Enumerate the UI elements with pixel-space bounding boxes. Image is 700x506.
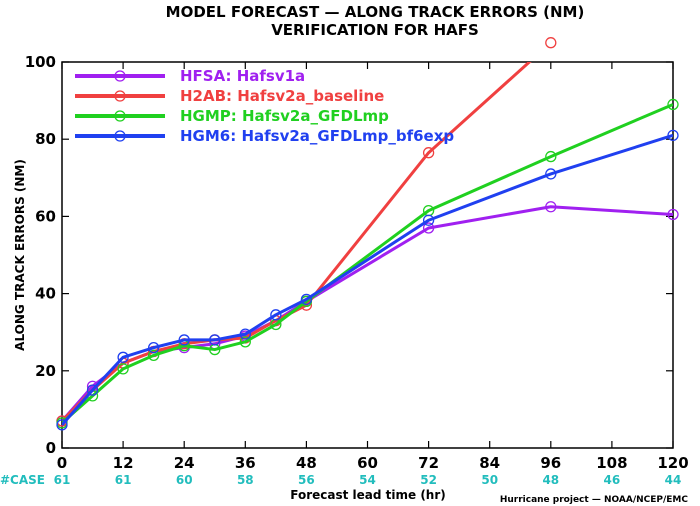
credit-text: Hurricane project — NOAA/NCEP/EMC: [500, 495, 689, 505]
series-line: [62, 103, 673, 425]
data-point: [239, 328, 251, 340]
data-point: [545, 168, 557, 180]
x-tick-label: 24: [174, 454, 195, 472]
x-tick-label: 36: [235, 454, 256, 472]
data-point: [86, 384, 99, 396]
series-line: [62, 205, 673, 422]
legend-label: HFSA: Hafsv1a: [180, 67, 305, 85]
legend-swatch-marker: [114, 90, 126, 102]
plot-area: [56, 37, 679, 449]
data-point: [178, 334, 190, 346]
case-count: 46: [604, 473, 621, 487]
y-tick-label: 40: [35, 285, 56, 303]
x-tick-label: 60: [357, 454, 378, 472]
x-tick-label: 0: [57, 454, 67, 472]
y-tick-label: 0: [46, 439, 56, 457]
data-point: [545, 37, 557, 49]
legend: HFSA: Hafsv1a H2AB: Hafsv2a_baseline HGMP:…: [75, 67, 454, 145]
chart-subtitle: VERIFICATION FOR HAFS: [271, 21, 479, 39]
data-point: [270, 309, 282, 321]
x-tick-label: 72: [418, 454, 439, 472]
y-tick-label: 20: [35, 362, 56, 380]
case-count: 58: [237, 473, 254, 487]
data-point: [117, 363, 129, 375]
data-point: [422, 222, 435, 234]
data-point: [667, 129, 679, 141]
data-point: [239, 336, 251, 348]
legend-label: HGM6: Hafsv2a_GFDLmp_bf6exp: [180, 127, 454, 145]
data-point: [545, 201, 557, 213]
legend-label: HGMP: Hafsv2a_GFDLmp: [180, 107, 389, 125]
data-point: [209, 334, 221, 346]
series-line: [62, 133, 673, 426]
x-tick-label: 84: [479, 454, 500, 472]
data-point: [56, 419, 68, 431]
data-point: [147, 349, 160, 362]
case-count: 61: [115, 473, 132, 487]
x-tick-label: 120: [657, 454, 688, 472]
data-point: [300, 293, 313, 306]
case-count: 60: [176, 473, 193, 487]
case-count: 56: [298, 473, 315, 487]
data-point: [667, 98, 679, 111]
data-point: [422, 147, 435, 159]
x-tick-label: 48: [296, 454, 317, 472]
legend-label: H2AB: Hafsv2a_baseline: [180, 87, 384, 105]
y-tick-label: 80: [35, 130, 56, 148]
case-count: 44: [665, 473, 682, 487]
legend-swatch-marker: [114, 130, 126, 142]
legend-swatch-marker: [114, 110, 126, 122]
x-axis-label: Forecast lead time (hr): [290, 488, 446, 502]
data-point: [117, 351, 129, 363]
case-count: 61: [54, 473, 71, 487]
y-axis-label: ALONG TRACK ERRORS (NM): [13, 159, 27, 351]
data-point: [545, 150, 557, 163]
case-count: 48: [542, 473, 559, 487]
x-tick-label: 12: [113, 454, 134, 472]
data-point: [147, 341, 160, 354]
y-tick-label: 60: [35, 207, 56, 225]
y-tick-label: 100: [25, 53, 56, 71]
case-count: 50: [481, 473, 498, 487]
case-label: #CASE: [0, 473, 45, 487]
case-count: 52: [420, 473, 437, 487]
case-count: 54: [359, 473, 376, 487]
x-tick-label: 96: [540, 454, 561, 472]
x-tick-label: 108: [596, 454, 627, 472]
legend-swatch-marker: [114, 70, 126, 82]
data-point: [422, 214, 435, 226]
data-point: [667, 208, 679, 221]
chart-title: MODEL FORECAST — ALONG TRACK ERRORS (NM): [166, 3, 585, 21]
